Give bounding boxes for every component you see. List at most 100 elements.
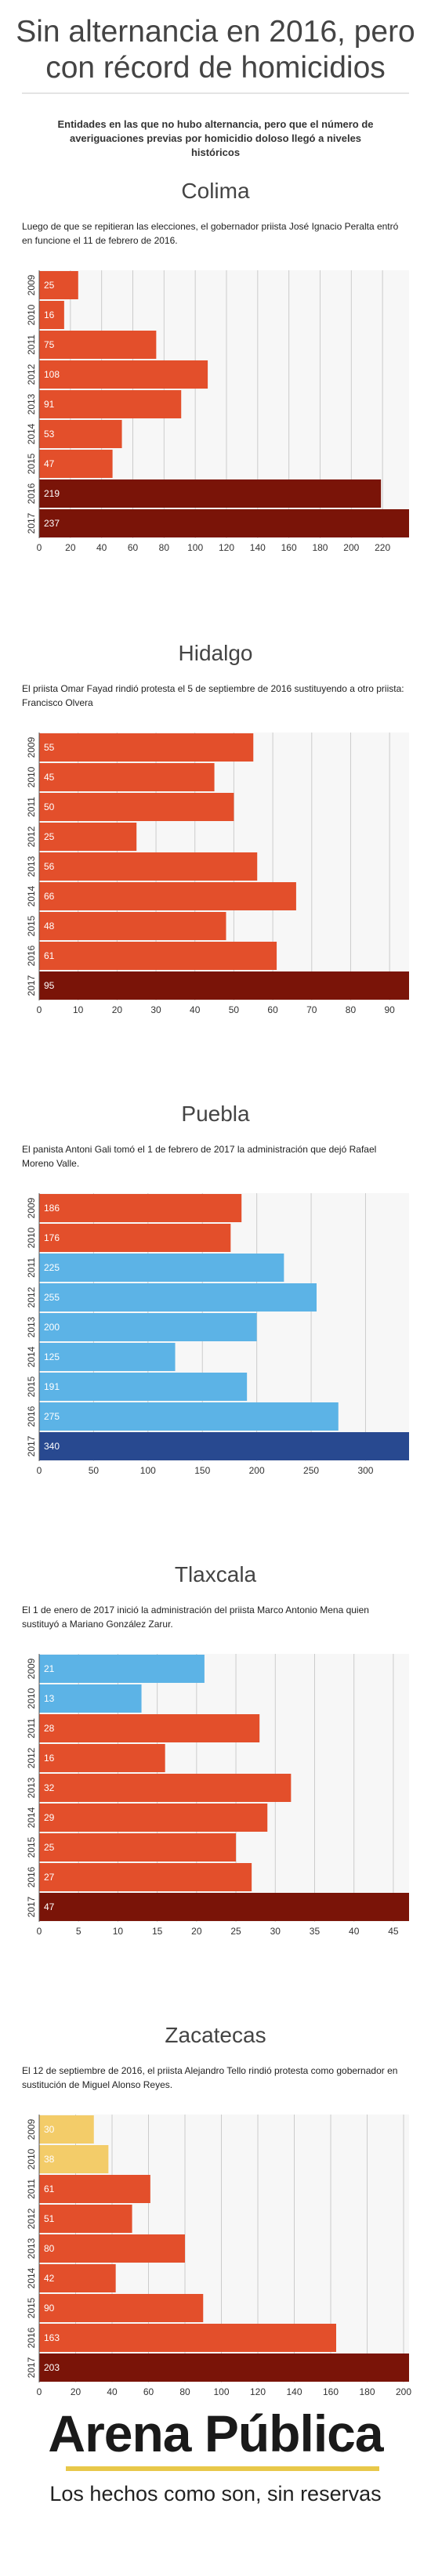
x-tick-label: 120: [250, 2386, 266, 2397]
x-tick-label: 80: [179, 2386, 190, 2397]
bar-2017: [39, 2353, 409, 2382]
logo-underline: [66, 2466, 379, 2471]
title-line-1: Sin alternancia en 2016, pero: [16, 15, 415, 49]
bar-2011: [39, 331, 157, 359]
chart-note: Luego de que se repitieran las eleccione…: [22, 221, 399, 246]
x-tick-label: 25: [230, 1926, 241, 1937]
x-tick-label: 60: [128, 542, 139, 553]
y-category-label: 2014: [26, 2267, 37, 2288]
y-category-label: 2009: [26, 1658, 37, 1679]
y-category-label: 2016: [26, 483, 37, 504]
bar-value-label: 38: [44, 2154, 55, 2165]
y-category-label: 2012: [26, 1286, 37, 1308]
bar-2010: [39, 1684, 142, 1713]
bar-2011: [39, 2175, 150, 2203]
y-category-label: 2011: [26, 335, 37, 355]
x-tick-label: 200: [343, 542, 359, 553]
chart-title: Hidalgo: [178, 641, 253, 665]
x-tick-label: 10: [73, 1004, 84, 1015]
title-line-2: con récord de homicidios: [45, 51, 386, 85]
title-divider: [22, 92, 409, 94]
x-tick-label: 0: [37, 1465, 42, 1476]
y-category-label: 2017: [26, 975, 37, 996]
y-category-label: 2010: [26, 766, 37, 787]
x-tick-label: 60: [143, 2386, 154, 2397]
bar-value-label: 25: [44, 1842, 55, 1853]
y-category-label: 2011: [26, 1257, 37, 1278]
bar-2010: [39, 2145, 109, 2173]
bar-2011: [39, 793, 234, 821]
x-tick-label: 20: [71, 2386, 81, 2397]
x-tick-label: 150: [194, 1465, 210, 1476]
bar-value-label: 32: [44, 1782, 55, 1793]
bar-value-label: 95: [44, 980, 55, 991]
chart-title: Zacatecas: [165, 2023, 266, 2047]
bar-2009: [39, 1655, 205, 1683]
x-tick-label: 15: [152, 1926, 163, 1937]
bar-value-label: 203: [44, 2362, 60, 2373]
y-category-label: 2010: [26, 304, 37, 325]
bar-2013: [39, 1774, 292, 1802]
y-category-label: 2014: [26, 885, 37, 906]
bar-value-label: 47: [44, 458, 55, 469]
y-category-label: 2012: [26, 826, 37, 847]
bar-2014: [39, 1804, 268, 1832]
y-category-label: 2009: [26, 736, 37, 758]
bar-value-label: 176: [44, 1232, 60, 1243]
bar-2017: [39, 509, 409, 537]
bar-value-label: 30: [44, 2124, 55, 2135]
x-tick-label: 50: [89, 1465, 100, 1476]
y-category-label: 2014: [26, 423, 37, 444]
bar-2012: [39, 2205, 132, 2233]
bar-value-label: 90: [44, 2303, 55, 2314]
x-tick-label: 20: [112, 1004, 123, 1015]
bar-value-label: 16: [44, 1753, 55, 1764]
x-tick-label: 200: [396, 2386, 411, 2397]
x-tick-label: 20: [65, 542, 76, 553]
x-tick-label: 0: [37, 2386, 42, 2397]
y-category-label: 2012: [26, 364, 37, 385]
bar-2010: [39, 763, 215, 791]
bar-value-label: 29: [44, 1812, 55, 1823]
bar-2010: [39, 1224, 231, 1252]
bar-value-label: 275: [44, 1411, 60, 1422]
x-tick-label: 180: [360, 2386, 375, 2397]
y-category-label: 2017: [26, 512, 37, 534]
bar-value-label: 42: [44, 2273, 55, 2284]
chart-note: El priista Omar Fayad rindió protesta el…: [22, 683, 404, 708]
bar-2017: [39, 1893, 409, 1921]
bar-2017: [39, 971, 409, 1000]
y-category-label: 2012: [26, 1747, 37, 1768]
chart-note: El 12 de septiembre de 2016, el priista …: [22, 2065, 398, 2090]
arena-publica-logo: Arena Pública: [48, 2404, 383, 2462]
y-category-label: 2013: [26, 393, 37, 414]
x-tick-label: 100: [213, 2386, 229, 2397]
bar-2016: [39, 2324, 336, 2352]
bar-value-label: 225: [44, 1262, 60, 1273]
bar-chart-svg: 0 20 40 60 80 100 120 140 160 180 200 220 25 2009 16 20…: [26, 270, 409, 553]
bar-value-label: 48: [44, 921, 55, 932]
bar-2009: [39, 1194, 242, 1222]
bar-2015: [39, 1833, 237, 1861]
y-category-label: 2013: [26, 856, 37, 877]
y-category-label: 2013: [26, 1777, 37, 1798]
x-tick-label: 30: [270, 1926, 281, 1937]
y-category-label: 2016: [26, 1866, 37, 1887]
y-category-label: 2011: [26, 797, 37, 817]
bar-2016: [39, 1863, 252, 1891]
x-tick-label: 0: [37, 1926, 42, 1937]
x-tick-label: 180: [312, 542, 328, 553]
bar-2014: [39, 1343, 176, 1371]
bar-value-label: 28: [44, 1723, 55, 1734]
y-category-label: 2009: [26, 2118, 37, 2140]
y-category-label: 2013: [26, 2238, 37, 2259]
x-tick-label: 0: [37, 1004, 42, 1015]
bar-2016: [39, 479, 382, 508]
bar-chart-svg: 0 50 100 150 200 250 300 186 2009 176 2010 225 2011 2…: [26, 1193, 409, 1476]
x-tick-label: 140: [250, 542, 266, 553]
bar-value-label: 91: [44, 399, 55, 410]
x-tick-label: 60: [267, 1004, 278, 1015]
bar-2012: [39, 1744, 165, 1772]
x-tick-label: 80: [346, 1004, 357, 1015]
x-tick-label: 80: [159, 542, 170, 553]
